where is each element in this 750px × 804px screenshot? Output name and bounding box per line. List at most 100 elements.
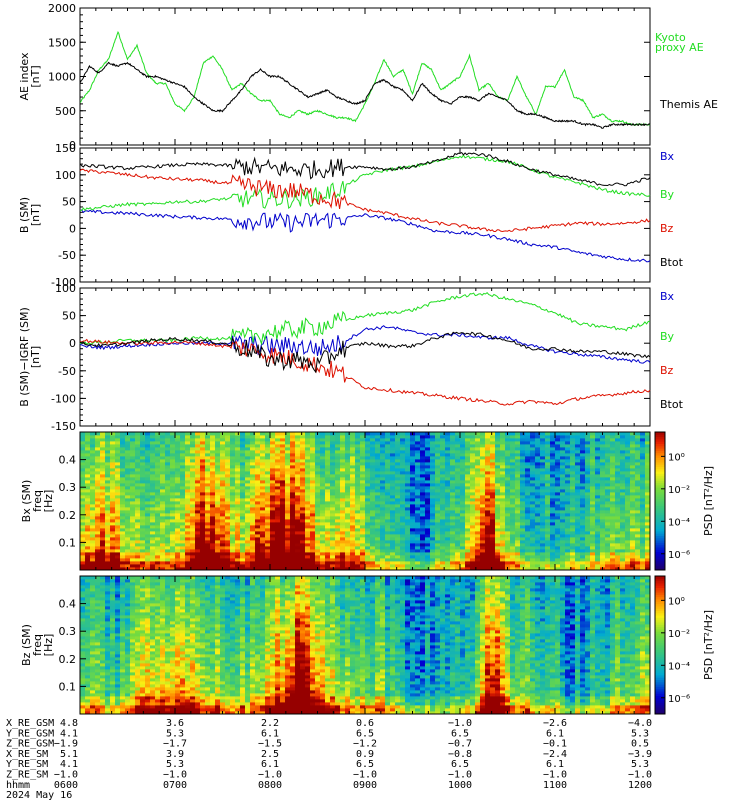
spectrogram-cell bbox=[485, 534, 490, 537]
spectrogram-cell bbox=[540, 513, 545, 516]
spectrogram-cell bbox=[315, 561, 320, 564]
spectrogram-cell bbox=[220, 495, 225, 498]
spectrogram-cell bbox=[420, 558, 425, 561]
spectrogram-cell bbox=[335, 453, 340, 456]
spectrogram-cell bbox=[455, 537, 460, 540]
spectrogram-cell bbox=[490, 540, 495, 543]
spectrogram-cell bbox=[100, 525, 105, 528]
spectrogram-cell bbox=[345, 561, 350, 564]
spectrogram-cell bbox=[325, 474, 330, 477]
spectrogram-cell bbox=[185, 453, 190, 456]
spectrogram-cell bbox=[345, 537, 350, 540]
spectrogram-cell bbox=[390, 468, 395, 471]
spectrogram-cell bbox=[465, 564, 470, 567]
spectrogram-cell bbox=[190, 480, 195, 483]
spectrogram-cell bbox=[490, 474, 495, 477]
spectrogram-cell bbox=[315, 504, 320, 507]
spectrogram-cell bbox=[435, 522, 440, 525]
spectrogram-cell bbox=[215, 441, 220, 444]
spectrogram-cell bbox=[425, 519, 430, 522]
spectrogram-cell bbox=[330, 438, 335, 441]
spectrogram-cell bbox=[350, 516, 355, 519]
spectrogram-cell bbox=[315, 453, 320, 456]
spectrogram-cell bbox=[520, 501, 525, 504]
spectrogram-cell bbox=[370, 546, 375, 549]
spectrogram-cell bbox=[580, 507, 585, 510]
spectrogram-cell bbox=[160, 468, 165, 471]
spectrogram-cell bbox=[440, 528, 445, 531]
spectrogram-cell bbox=[315, 513, 320, 516]
spectrogram-cell bbox=[225, 531, 230, 534]
spectrogram-cell bbox=[335, 495, 340, 498]
spectrogram-cell bbox=[470, 480, 475, 483]
spectrogram-cell bbox=[490, 435, 495, 438]
spectrogram-cell bbox=[560, 531, 565, 534]
spectrogram-cell bbox=[285, 480, 290, 483]
spectrogram-cell bbox=[480, 468, 485, 471]
spectrogram-cell bbox=[295, 513, 300, 516]
spectrogram-cell bbox=[530, 468, 535, 471]
spectrogram-cell bbox=[260, 462, 265, 465]
spectrogram-cell bbox=[225, 543, 230, 546]
spectrogram-cell bbox=[180, 531, 185, 534]
spectrogram-cell bbox=[285, 483, 290, 486]
spectrogram-cell bbox=[455, 510, 460, 513]
spectrogram-cell bbox=[480, 546, 485, 549]
spectrogram-cell bbox=[175, 432, 180, 435]
spectrogram-cell bbox=[300, 444, 305, 447]
spectrogram-cell bbox=[405, 438, 410, 441]
spectrogram-cell bbox=[215, 528, 220, 531]
spectrogram-cell bbox=[355, 564, 360, 567]
spectrogram-cell bbox=[520, 522, 525, 525]
spectrogram-cell bbox=[265, 459, 270, 462]
spectrogram-cell bbox=[430, 564, 435, 567]
spectrogram-cell bbox=[95, 546, 100, 549]
spectrogram-cell bbox=[555, 450, 560, 453]
spectrogram-cell bbox=[315, 495, 320, 498]
spectrogram-cell bbox=[540, 432, 545, 435]
spectrogram-cell bbox=[420, 435, 425, 438]
spectrogram-cell bbox=[385, 531, 390, 534]
spectrogram-cell bbox=[320, 432, 325, 435]
spectrogram-cell bbox=[195, 513, 200, 516]
spectrogram-cell bbox=[155, 456, 160, 459]
spectrogram-cell bbox=[385, 465, 390, 468]
spectrogram-cell bbox=[385, 516, 390, 519]
spectrogram-cell bbox=[330, 474, 335, 477]
spectrogram-cell bbox=[145, 477, 150, 480]
spectrogram-cell bbox=[175, 468, 180, 471]
spectrogram-cell bbox=[535, 480, 540, 483]
spectrogram-cell bbox=[490, 447, 495, 450]
spectrogram-cell bbox=[380, 441, 385, 444]
spectrogram-cell bbox=[215, 525, 220, 528]
spectrogram-cell bbox=[500, 498, 505, 501]
spectrogram-cell bbox=[205, 465, 210, 468]
spectrogram-cell bbox=[100, 534, 105, 537]
spectrogram-cell bbox=[100, 435, 105, 438]
spectrogram-cell bbox=[390, 498, 395, 501]
spectrogram-cell bbox=[315, 519, 320, 522]
spectrogram-cell bbox=[520, 462, 525, 465]
spectrogram-cell bbox=[270, 438, 275, 441]
spectrogram-cell bbox=[485, 492, 490, 495]
spectrogram-cell bbox=[355, 534, 360, 537]
spectrogram-cell bbox=[500, 516, 505, 519]
spectrogram-cell bbox=[195, 438, 200, 441]
spectrogram-cell bbox=[535, 507, 540, 510]
spectrogram-cell bbox=[110, 531, 115, 534]
spectrogram-cell bbox=[180, 468, 185, 471]
spectrogram-cell bbox=[420, 510, 425, 513]
spectrogram-cell bbox=[455, 489, 460, 492]
spectrogram-cell bbox=[280, 534, 285, 537]
spectrogram-cell bbox=[440, 519, 445, 522]
spectrogram-cell bbox=[325, 564, 330, 567]
spectrogram-cell bbox=[375, 501, 380, 504]
spectrogram-cell bbox=[430, 501, 435, 504]
spectrogram-cell bbox=[565, 480, 570, 483]
spectrogram-cell bbox=[370, 531, 375, 534]
spectrogram-cell bbox=[445, 444, 450, 447]
spectrogram-cell bbox=[110, 555, 115, 558]
spectrogram-cell bbox=[150, 441, 155, 444]
spectrogram-cell bbox=[190, 537, 195, 540]
spectrogram-cell bbox=[550, 519, 555, 522]
